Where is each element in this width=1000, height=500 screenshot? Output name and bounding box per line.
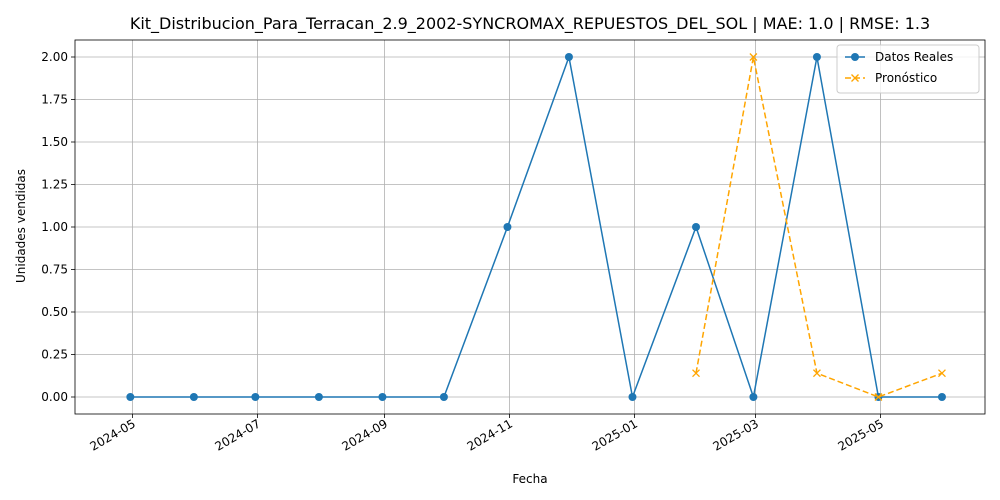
y-tick-label: 0.75 bbox=[41, 263, 68, 277]
data-point bbox=[439, 393, 448, 401]
data-point bbox=[189, 393, 198, 401]
legend-label: Pronóstico bbox=[875, 71, 937, 85]
data-point bbox=[126, 393, 135, 401]
legend-marker bbox=[851, 74, 859, 82]
legend-label: Datos Reales bbox=[875, 50, 953, 64]
data-point bbox=[628, 393, 637, 401]
data-point bbox=[251, 393, 260, 401]
data-point bbox=[812, 369, 821, 378]
series-layer bbox=[126, 53, 946, 401]
legend-marker bbox=[851, 53, 859, 61]
x-tick-label: 2025-03 bbox=[711, 416, 761, 453]
y-tick-label: 1.75 bbox=[41, 93, 68, 107]
x-marker-stroke bbox=[692, 369, 700, 378]
x-tick-label: 2024-07 bbox=[212, 416, 262, 453]
y-tick-label: 1.00 bbox=[41, 220, 68, 234]
data-point bbox=[564, 53, 573, 61]
data-point bbox=[314, 393, 323, 401]
y-tick-label: 2.00 bbox=[41, 50, 68, 64]
legend: Datos Reales Pronóstico bbox=[836, 44, 980, 94]
chart-title: Kit_Distribucion_Para_Terracan_2.9_2002-… bbox=[130, 14, 930, 34]
x-marker-stroke bbox=[812, 369, 821, 378]
y-tick-label: 0.00 bbox=[41, 390, 68, 404]
x-axis-label: Fecha bbox=[512, 472, 547, 486]
legend-box bbox=[836, 44, 980, 94]
data-point bbox=[692, 223, 701, 231]
x-tick-label: 2024-11 bbox=[465, 416, 515, 453]
data-point bbox=[692, 369, 700, 378]
data-point bbox=[812, 53, 821, 61]
series-line-0 bbox=[130, 54, 942, 400]
data-point bbox=[749, 53, 758, 61]
data-point bbox=[937, 393, 946, 401]
data-point bbox=[503, 223, 512, 231]
data-point bbox=[874, 393, 883, 401]
x-marker-stroke bbox=[874, 393, 883, 401]
data-point bbox=[749, 393, 758, 401]
plot-frame bbox=[74, 39, 986, 415]
x-tick-label: 2024-09 bbox=[340, 416, 390, 453]
y-tick-label: 1.25 bbox=[41, 178, 68, 192]
y-axis-label: Unidades vendidas bbox=[14, 169, 28, 283]
data-point bbox=[937, 369, 946, 378]
axes: 2024-05 2024-07 2024-09 2024-11 2025-01 2025-… bbox=[41, 39, 986, 454]
grid-lines bbox=[75, 40, 985, 414]
x-tick-label: 2025-01 bbox=[590, 416, 640, 453]
x-tick-label: 2025-05 bbox=[836, 416, 886, 453]
x-tick-label: 2024-05 bbox=[87, 416, 137, 453]
y-tick-label: 0.25 bbox=[41, 348, 68, 362]
data-point bbox=[378, 393, 387, 401]
x-marker-stroke bbox=[749, 53, 758, 61]
y-tick-label: 1.50 bbox=[41, 135, 68, 149]
x-marker-stroke bbox=[937, 369, 946, 378]
y-tick-label: 0.50 bbox=[41, 305, 68, 319]
